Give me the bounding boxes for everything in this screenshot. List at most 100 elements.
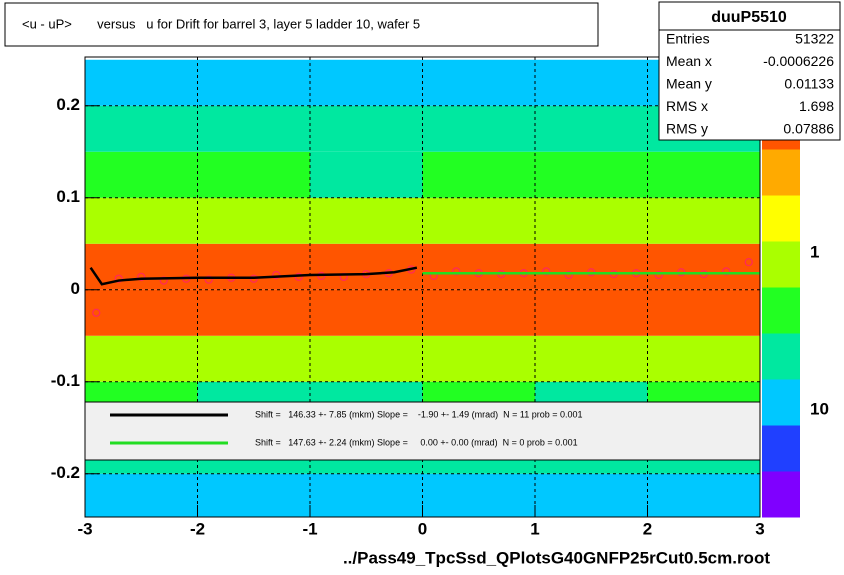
heatmap-cell (85, 243, 198, 290)
x-tick-label: -3 (77, 519, 92, 538)
heatmap-cell (310, 105, 423, 152)
y-tick-label: 0.1 (56, 187, 80, 206)
heatmap-cell (535, 105, 648, 152)
palette-label: 1 (810, 242, 819, 261)
profile-point (137, 272, 146, 282)
legend-label: Shift = 147.63 +- 2.24 (mkm) Slope = 0.0… (255, 437, 578, 447)
y-tick-label: -0.1 (51, 371, 80, 390)
heatmap-cell (422, 197, 535, 244)
palette-swatch (762, 379, 800, 426)
x-tick-label: 0 (418, 519, 427, 538)
x-axis-label: ../Pass49_TpcSsd_QPlotsG40GNFP25rCut0.5c… (343, 548, 770, 567)
heatmap-cell (535, 151, 648, 198)
heatmap-cell (535, 289, 648, 336)
heatmap-cell (535, 335, 648, 382)
profile-point (272, 270, 281, 280)
heatmap-cell (85, 289, 198, 336)
heatmap-cell (535, 197, 648, 244)
heatmap-cell (197, 59, 310, 106)
palette-swatch (762, 287, 800, 334)
title-box (4, 2, 599, 47)
heatmap-cell (310, 335, 423, 382)
palette-swatch (762, 333, 800, 380)
heatmap-cell (310, 59, 423, 106)
x-tick-label: -1 (302, 519, 317, 538)
stats-key: Mean x (666, 53, 712, 69)
profile-point (452, 267, 461, 276)
profile-point (654, 270, 663, 280)
stats-box (658, 1, 841, 141)
heatmap-cell (647, 473, 760, 517)
stats-title: duuP5510 (711, 9, 787, 26)
heatmap-cell (197, 105, 310, 152)
palette-swatch (762, 195, 800, 242)
legend-box (84, 401, 761, 461)
palette-swatch (762, 149, 800, 196)
heatmap-cell (197, 289, 310, 336)
heatmap-cell (197, 473, 310, 517)
heatmap-cell (422, 243, 535, 290)
profile-point (92, 308, 101, 317)
palette-swatch (762, 471, 800, 518)
stats-value: 51322 (795, 31, 834, 47)
profile-point (159, 276, 168, 285)
fit-line (89, 266, 418, 286)
x-tick-label: -2 (190, 519, 205, 538)
heatmap-cell (85, 197, 198, 244)
heatmap-cell (422, 473, 535, 517)
heatmap-cell (85, 473, 198, 517)
heatmap-cell (310, 151, 423, 198)
profile-point (564, 270, 573, 280)
stats-value: 1.698 (799, 98, 834, 114)
plot-frame (84, 56, 761, 518)
y-tick-label: 0.2 (56, 95, 80, 114)
legend-label: Shift = 146.33 +- 7.85 (mkm) Slope = -1.… (255, 409, 583, 419)
heatmap-cell (310, 197, 423, 244)
stats-key: RMS x (666, 98, 708, 114)
heatmap-cell (535, 473, 648, 517)
heatmap-cell (310, 243, 423, 290)
stats-value: -0.0006226 (763, 53, 834, 69)
stats-key: Mean y (666, 76, 712, 92)
y-tick-label: -0.2 (51, 463, 80, 482)
heatmap-cell (310, 289, 423, 336)
plot-lines (89, 258, 760, 317)
heatmap-cell (422, 151, 535, 198)
palette-swatch (762, 425, 800, 472)
heatmap-cell (85, 59, 198, 106)
heatmap-cell (535, 59, 648, 106)
heatmap-cell (535, 243, 648, 290)
chart-title: <u - uP> versus u for Drift for barrel 3… (22, 16, 420, 31)
heatmap-cell (310, 473, 423, 517)
y-tick-label: 0 (71, 279, 80, 298)
x-tick-label: 3 (755, 519, 764, 538)
heatmap-cell (85, 105, 198, 152)
heatmap-cell (85, 335, 198, 382)
heatmap-cell (422, 105, 535, 152)
x-tick-label: 2 (643, 519, 652, 538)
stats-value: 0.01133 (784, 76, 834, 92)
profile-point (204, 275, 213, 284)
heatmap-cell (647, 243, 760, 290)
heatmap-cell (197, 151, 310, 198)
profile-point (722, 267, 731, 276)
heatmap-cell (197, 335, 310, 382)
profile-point (744, 258, 753, 267)
heatmap-cell (647, 335, 760, 382)
heatmap-cell (197, 197, 310, 244)
palette-label: 10 (810, 399, 829, 418)
profile-point (114, 274, 123, 283)
heatmap-cell (647, 197, 760, 244)
profile-point (542, 267, 551, 276)
heatmap-cell (422, 335, 535, 382)
heatmap-cell (422, 59, 535, 106)
heatmap-cell (85, 151, 198, 198)
stats-key: Entries (666, 31, 710, 47)
stats-key: RMS y (666, 121, 708, 137)
heatmap-cell (647, 151, 760, 198)
x-tick-label: 1 (530, 519, 539, 538)
palette-swatch (762, 241, 800, 288)
stats-value: 0.07886 (783, 121, 834, 137)
heatmap-cell (647, 289, 760, 336)
